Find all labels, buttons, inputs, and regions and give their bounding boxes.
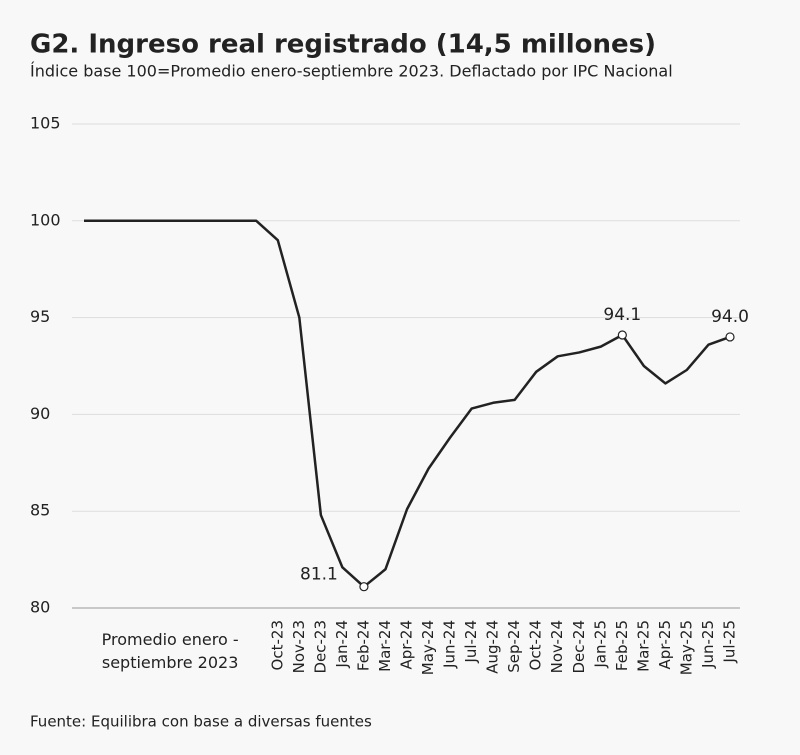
x-tick-label: Jan-25 <box>591 620 609 669</box>
x-tick-label: Feb-25 <box>613 620 631 671</box>
x-tick-label: Jul-25 <box>721 620 739 664</box>
x-tick-label: Mar-25 <box>634 620 652 672</box>
y-tick-label: 100 <box>30 210 61 229</box>
x-tick-label: Feb-24 <box>354 620 372 671</box>
source-note: Fuente: Equilibra con base a diversas fu… <box>30 713 372 731</box>
x-tick-label: Jan-24 <box>333 620 351 669</box>
y-tick-label: 105 <box>30 114 61 133</box>
point-marker <box>725 332 735 342</box>
data-label: 94.1 <box>603 305 641 325</box>
x-tick-label: Nov-23 <box>290 620 308 673</box>
chart-subtitle: Índice base 100=Promedio enero-septiembr… <box>30 62 673 81</box>
x-tick-label: Jun-24 <box>441 620 459 669</box>
y-tick-label: 90 <box>30 404 50 423</box>
x-tick-label: Nov-24 <box>548 620 566 673</box>
point-marker <box>359 582 369 592</box>
y-tick-label: 85 <box>30 501 50 520</box>
x-tick-label: Oct-23 <box>268 620 286 670</box>
x-tick-label: Apr-25 <box>656 620 674 670</box>
x-tick-label: Promedio enero - septiembre 2023 <box>101 630 239 672</box>
data-label: 81.1 <box>300 565 338 585</box>
y-tick-label: 80 <box>30 598 50 617</box>
x-tick-label: May-24 <box>419 620 437 675</box>
x-tick-label: Oct-24 <box>527 620 545 670</box>
x-tick-label: Dec-24 <box>570 620 588 674</box>
x-tick-label: Sep-24 <box>505 620 523 673</box>
x-tick-label: Jun-25 <box>699 620 717 669</box>
x-tick-label: Jul-24 <box>462 620 480 664</box>
x-tick-label: Mar-24 <box>376 620 394 672</box>
data-label: 94.0 <box>711 307 749 327</box>
x-tick-label: Dec-23 <box>311 620 329 674</box>
line-series <box>84 219 731 588</box>
x-tick-label: Apr-24 <box>398 620 416 670</box>
x-tick-label: Aug-24 <box>484 620 502 674</box>
point-marker <box>617 330 627 340</box>
y-tick-label: 95 <box>30 307 50 326</box>
chart-title: G2. Ingreso real registrado (14,5 millon… <box>30 30 656 60</box>
x-tick-label: May-25 <box>677 620 695 675</box>
